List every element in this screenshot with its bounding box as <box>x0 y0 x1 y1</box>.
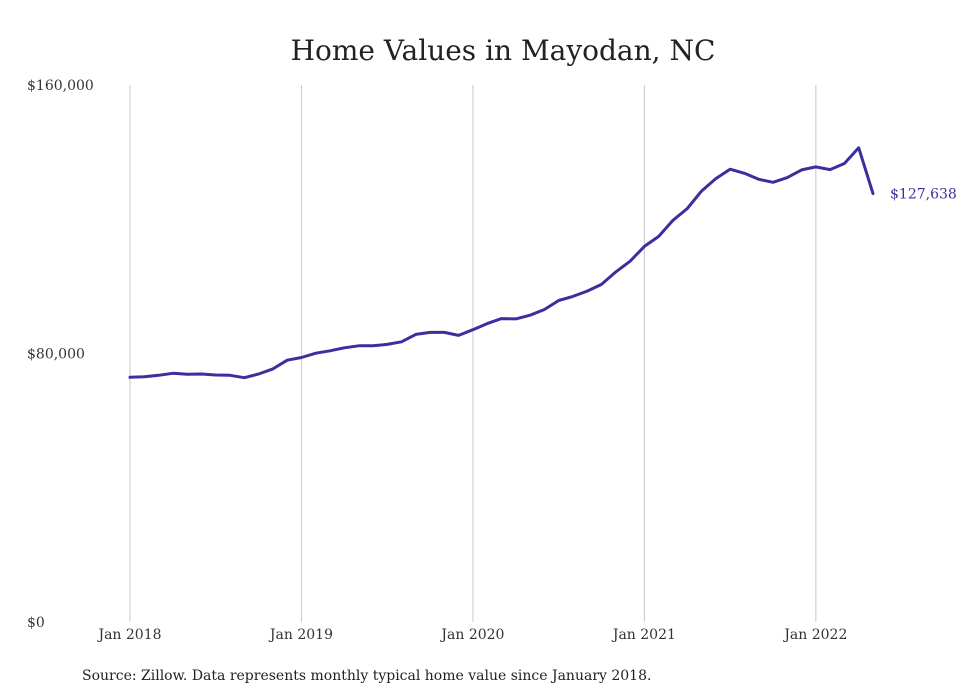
y-tick-label: $80,000 <box>27 347 85 363</box>
y-tick-label: $160,000 <box>27 78 94 94</box>
y-axis-ticks: $0 $80,000 $160,000 <box>27 78 94 631</box>
x-tick-label: Jan 2021 <box>611 627 676 643</box>
x-tick-label: Jan 2022 <box>782 627 847 643</box>
series-line <box>128 146 875 380</box>
x-axis-ticks: Jan 2018 Jan 2019 Jan 2020 Jan 2021 Jan 2022 <box>96 627 847 643</box>
source-note: Source: Zillow. Data represents monthly … <box>82 668 652 684</box>
x-tick-label: Jan 2020 <box>439 627 504 643</box>
gridlines <box>129 85 817 622</box>
chart-title: Home Values in Mayodan, NC <box>291 34 716 67</box>
x-tick-label: Jan 2019 <box>268 627 333 643</box>
y-tick-label: $0 <box>27 615 45 631</box>
end-value-label: $127,638 <box>890 187 957 203</box>
x-tick-label: Jan 2018 <box>96 627 161 643</box>
